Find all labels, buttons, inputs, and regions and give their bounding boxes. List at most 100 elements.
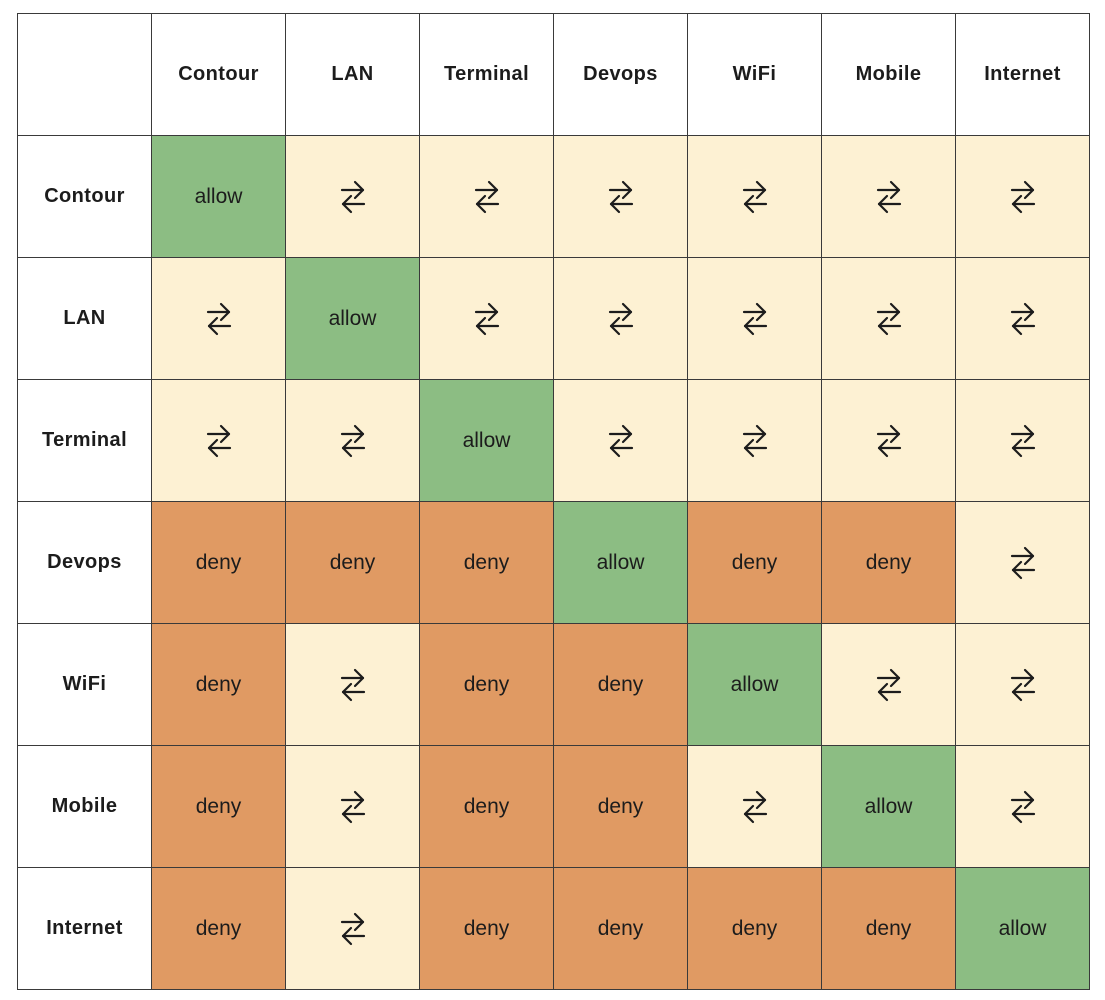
cell-lan-to-wifi <box>688 258 822 380</box>
cell-terminal-to-terminal: allow <box>420 380 554 502</box>
bidirectional-arrows-icon <box>1010 424 1035 457</box>
cell-label-allow: allow <box>730 672 779 696</box>
bidirectional-arrows-icon <box>876 180 901 213</box>
cell-wifi-to-mobile <box>822 624 956 746</box>
cell-label-deny: deny <box>195 794 242 818</box>
bidirectional-arrows-icon <box>340 180 365 213</box>
column-header-mobile: Mobile <box>822 14 956 136</box>
cell-mobile-to-terminal: deny <box>420 746 554 868</box>
bidirectional-arrows-icon <box>474 180 499 213</box>
cell-internet-to-mobile: deny <box>822 868 956 990</box>
cell-devops-to-lan: deny <box>286 502 420 624</box>
row-header-devops: Devops <box>18 502 152 624</box>
cell-label-deny: deny <box>731 916 778 940</box>
cell-lan-to-internet <box>956 258 1090 380</box>
bidirectional-arrows-icon <box>1010 180 1035 213</box>
bidirectional-arrows-icon <box>742 180 767 213</box>
column-header-wifi: WiFi <box>688 14 822 136</box>
cell-label-deny: deny <box>195 550 242 574</box>
cell-label-deny: deny <box>195 672 242 696</box>
bidirectional-arrows-icon <box>1010 302 1035 335</box>
cell-label-allow: allow <box>328 306 377 330</box>
cell-label-deny: deny <box>329 550 376 574</box>
cell-lan-to-contour <box>152 258 286 380</box>
cell-wifi-to-wifi: allow <box>688 624 822 746</box>
cell-contour-to-terminal <box>420 136 554 258</box>
cell-label-deny: deny <box>731 550 778 574</box>
cell-lan-to-lan: allow <box>286 258 420 380</box>
cell-label-allow: allow <box>462 428 511 452</box>
cell-wifi-to-devops: deny <box>554 624 688 746</box>
column-header-devops: Devops <box>554 14 688 136</box>
cell-label-deny: deny <box>597 916 644 940</box>
cell-terminal-to-wifi <box>688 380 822 502</box>
column-header-internet: Internet <box>956 14 1090 136</box>
cell-contour-to-lan <box>286 136 420 258</box>
cell-contour-to-mobile <box>822 136 956 258</box>
row-header-wifi: WiFi <box>18 624 152 746</box>
cell-terminal-to-devops <box>554 380 688 502</box>
cell-internet-to-lan <box>286 868 420 990</box>
bidirectional-arrows-icon <box>608 302 633 335</box>
bidirectional-arrows-icon <box>742 790 767 823</box>
cell-lan-to-terminal <box>420 258 554 380</box>
cell-label-deny: deny <box>865 916 912 940</box>
row-header-terminal: Terminal <box>18 380 152 502</box>
cell-label-deny: deny <box>597 794 644 818</box>
bidirectional-arrows-icon <box>474 302 499 335</box>
cell-label-deny: deny <box>865 550 912 574</box>
cell-label-deny: deny <box>463 916 510 940</box>
cell-mobile-to-lan <box>286 746 420 868</box>
cell-wifi-to-internet <box>956 624 1090 746</box>
bidirectional-arrows-icon <box>340 912 365 945</box>
cell-internet-to-internet: allow <box>956 868 1090 990</box>
bidirectional-arrows-icon <box>742 302 767 335</box>
cell-contour-to-devops <box>554 136 688 258</box>
cell-devops-to-devops: allow <box>554 502 688 624</box>
cell-devops-to-terminal: deny <box>420 502 554 624</box>
bidirectional-arrows-icon <box>876 424 901 457</box>
cell-terminal-to-mobile <box>822 380 956 502</box>
bidirectional-arrows-icon <box>876 302 901 335</box>
row-header-mobile: Mobile <box>18 746 152 868</box>
cell-terminal-to-lan <box>286 380 420 502</box>
bidirectional-arrows-icon <box>1010 790 1035 823</box>
cell-terminal-to-contour <box>152 380 286 502</box>
cell-terminal-to-internet <box>956 380 1090 502</box>
cell-wifi-to-lan <box>286 624 420 746</box>
cell-mobile-to-internet <box>956 746 1090 868</box>
cell-label-deny: deny <box>463 794 510 818</box>
cell-devops-to-contour: deny <box>152 502 286 624</box>
column-header-lan: LAN <box>286 14 420 136</box>
cell-internet-to-contour: deny <box>152 868 286 990</box>
bidirectional-arrows-icon <box>206 424 231 457</box>
cell-lan-to-mobile <box>822 258 956 380</box>
bidirectional-arrows-icon <box>340 668 365 701</box>
column-header-terminal: Terminal <box>420 14 554 136</box>
cell-label-allow: allow <box>596 550 645 574</box>
row-header-internet: Internet <box>18 868 152 990</box>
cell-label-allow: allow <box>864 794 913 818</box>
cell-label-deny: deny <box>597 672 644 696</box>
bidirectional-arrows-icon <box>1010 668 1035 701</box>
cell-mobile-to-mobile: allow <box>822 746 956 868</box>
cell-devops-to-mobile: deny <box>822 502 956 624</box>
cell-devops-to-wifi: deny <box>688 502 822 624</box>
cell-label-deny: deny <box>463 550 510 574</box>
cell-label-deny: deny <box>463 672 510 696</box>
cell-mobile-to-devops: deny <box>554 746 688 868</box>
cell-lan-to-devops <box>554 258 688 380</box>
cell-wifi-to-contour: deny <box>152 624 286 746</box>
cell-wifi-to-terminal: deny <box>420 624 554 746</box>
bidirectional-arrows-icon <box>206 302 231 335</box>
bidirectional-arrows-icon <box>876 668 901 701</box>
cell-label-deny: deny <box>195 916 242 940</box>
cell-contour-to-internet <box>956 136 1090 258</box>
access-matrix: Contour LAN Terminal Devops WiFi Mobile Intern… <box>17 13 1090 990</box>
cell-contour-to-wifi <box>688 136 822 258</box>
bidirectional-arrows-icon <box>742 424 767 457</box>
bidirectional-arrows-icon <box>1010 546 1035 579</box>
cell-internet-to-wifi: deny <box>688 868 822 990</box>
cell-label-allow: allow <box>998 916 1047 940</box>
cell-mobile-to-contour: deny <box>152 746 286 868</box>
